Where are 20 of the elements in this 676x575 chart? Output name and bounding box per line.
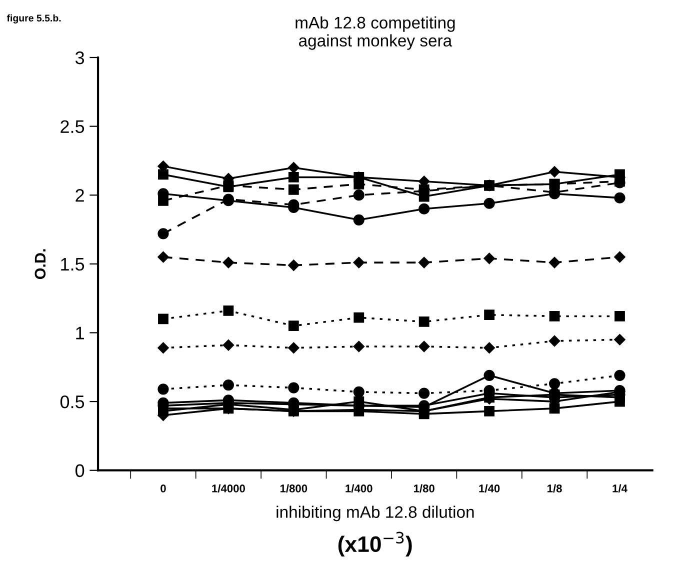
x-tick-label: 1/4000 [212,484,245,493]
y-tick-label: 2.5 [60,120,84,134]
x-tick-label: 0 [160,484,166,492]
caption: figure 5.5.b. [6,14,61,24]
x-axis-title: inhibiting mAb 12.8 dilution [276,506,474,522]
y-tick-label: 3 [75,51,84,64]
x-tick-label: 1/800 [280,484,308,493]
text: (x10$^{−3}$) [338,532,412,556]
x-tick-label: 1/8 [547,484,562,493]
y-tick-label: 1 [76,326,84,340]
y-tick-label: 0 [75,464,84,478]
x-tick-label: 1/400 [346,484,372,493]
x-tick-label: 1/80 [414,484,434,493]
y-axis-title: O.D. [34,249,46,279]
y-tick-label: 2 [76,189,84,202]
x-tick-label: 1/4 [612,484,628,493]
y-tick-label: 1.5 [61,258,84,271]
y-tick-label: 0.5 [60,395,84,408]
x-tick-label: 1/40 [479,484,500,493]
chart-title: mAb 12.8 competiting against monkey sera [296,16,455,50]
